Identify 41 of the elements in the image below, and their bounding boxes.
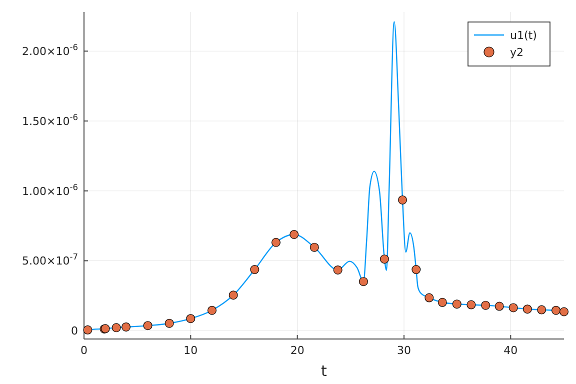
point	[250, 265, 260, 274]
point	[186, 314, 196, 324]
point	[380, 254, 389, 264]
point	[552, 306, 560, 315]
y-tick-label: 1.50×10$^{-6}$	[22, 112, 78, 128]
point	[438, 298, 447, 307]
point	[481, 300, 490, 310]
point	[424, 293, 434, 302]
point	[122, 322, 131, 332]
point	[522, 304, 532, 314]
point	[466, 300, 476, 310]
point	[494, 302, 504, 311]
point	[208, 306, 216, 315]
x-tick-label: 10	[184, 344, 198, 357]
x-tick-label: 20	[290, 344, 304, 357]
point	[537, 305, 546, 314]
point	[228, 290, 238, 300]
y-tick-label: 2.00×10$^{-6}$	[22, 42, 78, 58]
point	[508, 303, 518, 312]
x-tick-label: 30	[397, 344, 411, 357]
point	[398, 195, 408, 204]
legend-label: y2	[510, 46, 524, 59]
point	[290, 230, 299, 239]
x-tick-label: 0	[80, 344, 88, 357]
point	[310, 242, 319, 252]
x-tick-label: 40	[504, 344, 518, 357]
legend-label: u1(t)	[510, 29, 537, 42]
point	[333, 265, 342, 274]
point	[412, 265, 421, 274]
y-tick-label: 0	[71, 324, 78, 338]
y-tick-label: 1.00×10$^{-6}$	[22, 182, 78, 198]
y-tick-label: 5.00×10$^{-7}$	[22, 252, 78, 268]
point	[83, 325, 92, 334]
point	[452, 300, 462, 309]
point	[143, 321, 152, 330]
point	[164, 318, 174, 328]
x-axis-title: t	[321, 362, 328, 380]
point	[358, 277, 368, 286]
point	[272, 238, 280, 247]
point	[112, 323, 121, 332]
point	[560, 307, 568, 316]
